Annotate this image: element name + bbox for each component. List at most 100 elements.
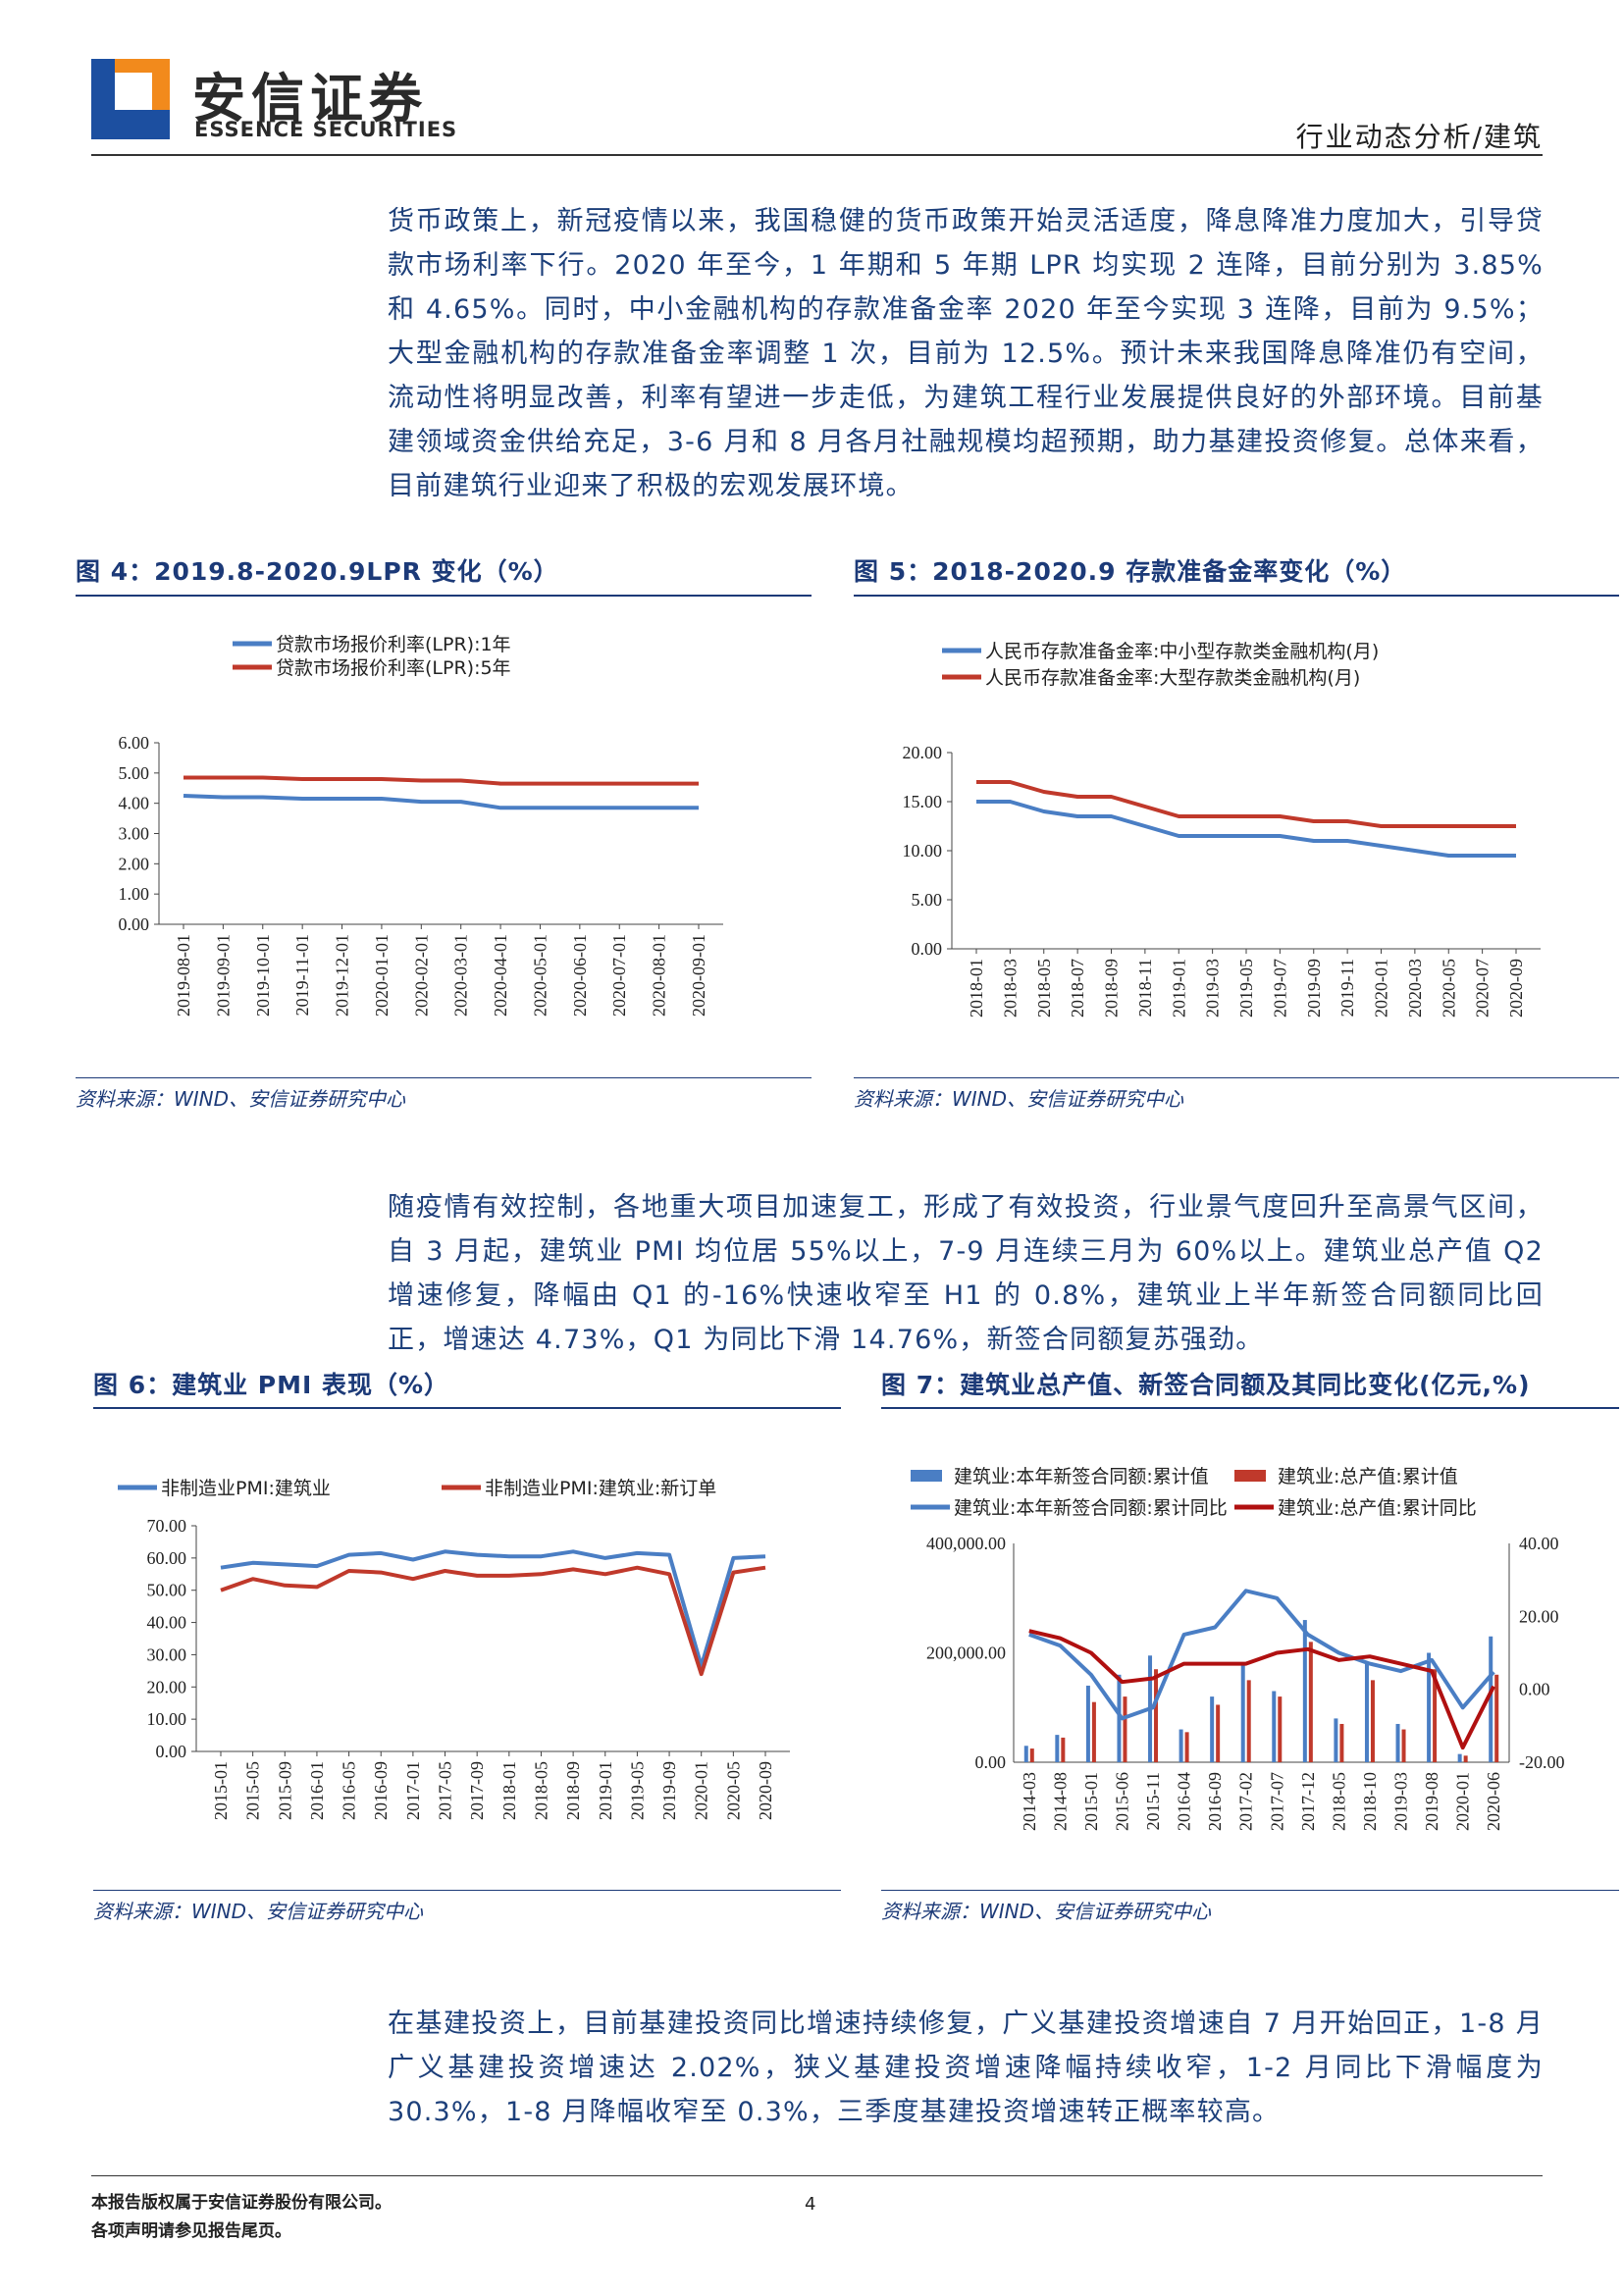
x-tick-label: 2017-12 (1298, 1772, 1318, 1831)
y-left-tick-label: 0.00 (975, 1752, 1007, 1772)
x-tick-label: 2020-03 (1405, 959, 1425, 1018)
x-tick-label: 2018-03 (1000, 959, 1020, 1018)
x-tick-label: 2018-09 (1102, 959, 1122, 1018)
bar-new-contracts (1457, 1753, 1462, 1762)
legend-label: 人民币存款准备金率:中小型存款类金融机构(月) (985, 641, 1379, 662)
y-tick-label: 20.00 (147, 1677, 187, 1696)
legend-swatch (911, 1470, 942, 1482)
figure-7-source: 资料来源：WIND、安信证券研究中心 (881, 1900, 1212, 1923)
page-number: 4 (805, 2194, 816, 2215)
x-tick-label: 2020-07 (1473, 959, 1493, 1018)
bar-new-contracts (1023, 1746, 1028, 1762)
x-tick-label: 2019-09-01 (213, 934, 233, 1017)
x-tick-label: 2019-10-01 (253, 934, 273, 1017)
bar-output (1278, 1696, 1283, 1762)
y-tick-label: 5.00 (119, 763, 150, 783)
bar-new-contracts (1302, 1620, 1307, 1762)
x-tick-label: 2017-02 (1236, 1772, 1256, 1831)
x-tick-label: 2018-05 (531, 1761, 550, 1820)
bar-new-contracts (1210, 1696, 1215, 1762)
x-tick-label: 2020-06-01 (570, 934, 590, 1017)
bar-new-contracts (1364, 1663, 1369, 1762)
figure-5-source: 资料来源：WIND、安信证券研究中心 (854, 1087, 1184, 1111)
x-tick-label: 2018-07 (1068, 959, 1087, 1018)
footer-disclaimer: 各项声明请参见报告尾页。 (91, 2221, 291, 2241)
x-tick-label: 2017-07 (1267, 1772, 1286, 1831)
x-tick-label: 2019-08 (1422, 1772, 1441, 1831)
figure-6-top-rule (93, 1407, 841, 1409)
bar-new-contracts (1240, 1663, 1245, 1762)
x-tick-label: 2020-01 (1372, 959, 1391, 1018)
series-line-1 (1028, 1589, 1495, 1721)
bar-new-contracts (1085, 1685, 1090, 1762)
x-tick-label: 2019-05 (1236, 959, 1256, 1018)
x-tick-label: 2019-03 (1391, 1772, 1411, 1831)
bar-output (1339, 1723, 1344, 1762)
footer-divider (91, 2175, 1543, 2176)
x-tick-label: 2014-08 (1050, 1772, 1070, 1831)
x-tick-label: 2020-03-01 (451, 934, 471, 1017)
bar-output (1246, 1680, 1251, 1762)
y-left-tick-label: 400,000.00 (926, 1534, 1006, 1553)
figure-4-chart: 0.00 1.00 2.00 3.00 4.00 5.00 6.00 2019-08-01 20… (119, 634, 723, 1017)
paragraph-industry-recovery: 随疫情有效控制，各地重大项目加速复工，形成了有效投资，行业景气度回升至高景气区间… (388, 1192, 1544, 1355)
legend-label: 建筑业:本年新签合同额:累计同比 (954, 1497, 1228, 1519)
x-tick-label: 2020-01 (692, 1761, 711, 1820)
y-tick-label: 0.00 (156, 1742, 187, 1761)
x-tick-label: 2016-01 (307, 1761, 327, 1820)
x-tick-label: 2015-11 (1143, 1772, 1163, 1830)
bar-output (1061, 1737, 1066, 1762)
report-category: 行业动态分析/建筑 (1295, 121, 1543, 153)
bar-output (1433, 1669, 1438, 1762)
x-tick-label: 2015-09 (275, 1761, 294, 1820)
x-tick-label: 2014-03 (1020, 1772, 1039, 1831)
x-tick-label: 2020-09 (756, 1761, 775, 1820)
y-tick-label: 30.00 (147, 1644, 187, 1664)
x-tick-label: 2018-01 (499, 1761, 519, 1820)
legend-label: 建筑业:本年新签合同额:累计值 (954, 1466, 1209, 1487)
bar-new-contracts (1272, 1691, 1277, 1762)
y-tick-label: 0.00 (912, 939, 943, 959)
x-tick-label: 2020-06 (1484, 1772, 1503, 1831)
y-tick-label: 6.00 (119, 733, 150, 753)
bar-output (1370, 1680, 1375, 1762)
x-tick-label: 2019-12-01 (333, 934, 352, 1017)
bar-output (1123, 1696, 1127, 1762)
company-name-en: ESSENCE SECURITIES (194, 118, 458, 141)
x-tick-label: 2019-03 (1203, 959, 1223, 1018)
bar-output (1029, 1748, 1034, 1762)
x-tick-label: 2019-01 (1169, 959, 1188, 1018)
y-tick-label: 4.00 (119, 794, 150, 813)
x-tick-label: 2015-01 (1081, 1772, 1101, 1831)
bar-output (1091, 1701, 1096, 1762)
bar-new-contracts (1334, 1718, 1338, 1762)
y-right-tick-label: 40.00 (1519, 1534, 1559, 1553)
legend-label: 人民币存款准备金率:大型存款类金融机构(月) (985, 667, 1360, 689)
bar-new-contracts (1179, 1729, 1183, 1762)
y-tick-label: 5.00 (912, 890, 943, 910)
bar-output (1401, 1729, 1406, 1762)
figure-7-bottom-rule (881, 1890, 1619, 1891)
series-line-2 (183, 775, 699, 786)
bar-new-contracts (1427, 1652, 1432, 1762)
x-tick-label: 2020-09 (1506, 959, 1526, 1018)
y-tick-label: 0.00 (119, 914, 150, 934)
x-tick-label: 2016-05 (340, 1761, 359, 1820)
paragraph-infrastructure: 在基建投资上，目前基建投资同比增速持续修复，广义基建投资增速自 7 月开始回正，… (388, 2009, 1544, 2127)
x-tick-label: 2020-05-01 (530, 934, 550, 1017)
y-tick-label: 2.00 (119, 854, 150, 873)
y-tick-label: 15.00 (903, 792, 943, 811)
figure-7-chart: 0.00 200,000.00 400,000.00 -20.00 0.00 20.00 4… (911, 1466, 1565, 1831)
legend-label: 建筑业:总产值:累计值 (1278, 1466, 1458, 1487)
legend-label: 贷款市场报价利率(LPR):1年 (276, 634, 511, 655)
bar-output (1463, 1755, 1468, 1762)
x-tick-label: 2020-05 (1439, 959, 1458, 1018)
bar-new-contracts (1395, 1723, 1400, 1762)
bar-new-contracts (1117, 1674, 1122, 1762)
legend-label: 贷款市场报价利率(LPR):5年 (276, 657, 511, 679)
bar-output (1494, 1674, 1499, 1762)
legend-label: 建筑业:总产值:累计同比 (1278, 1497, 1477, 1519)
y-left-tick-label: 200,000.00 (926, 1644, 1006, 1663)
x-tick-label: 2019-09 (1304, 959, 1324, 1018)
y-tick-label: 20.00 (903, 743, 943, 762)
